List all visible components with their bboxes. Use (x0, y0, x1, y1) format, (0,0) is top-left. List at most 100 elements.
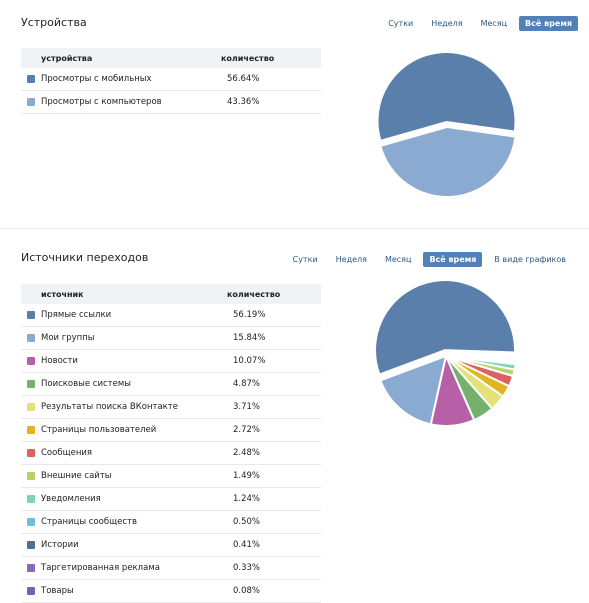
section-divider (0, 228, 589, 229)
devices-period-tabs: Сутки Неделя Месяц Всё время (376, 16, 578, 31)
pie-slice-просмотры-с-компьютеров (381, 128, 515, 196)
pie-slice-мои-группы (379, 354, 448, 426)
pie-slice-прямые-ссылки (374, 280, 517, 376)
row-label: Внешние сайты (41, 470, 112, 481)
legend-swatch (27, 448, 35, 457)
sources-period-tabs: Сутки Неделя Месяц Всё время В виде графиков (281, 252, 572, 267)
sources-pie-chart (374, 280, 517, 427)
legend-swatch (27, 517, 35, 526)
legend-swatch (27, 333, 35, 342)
row-label: Истории (41, 539, 79, 550)
table-row: Таргетированная реклама 0.33% (21, 556, 321, 580)
row-label: Мои группы (41, 332, 95, 343)
pie-slice-товары (445, 355, 517, 360)
row-label-cell: Просмотры с компьютеров (21, 90, 221, 114)
table-header-row: источник количество (21, 284, 321, 304)
table-row: Новости 10.07% (21, 349, 321, 373)
row-label: Просмотры с мобильных (41, 73, 152, 84)
row-label: Поисковые системы (41, 378, 131, 389)
row-value: 43.36% (221, 90, 321, 114)
row-label: Просмотры с компьютеров (41, 96, 162, 107)
pie-slice-просмотры-с-мобильных (378, 53, 515, 140)
row-value: 0.08% (227, 579, 321, 603)
devices-table: устройства количество Просмотры с мобиль… (21, 48, 321, 114)
period-tab-1[interactable]: Неделя (431, 19, 463, 28)
row-value: 2.72% (227, 418, 321, 442)
row-value: 10.07% (227, 349, 321, 373)
devices-title: Устройства (21, 16, 87, 29)
table-row: Страницы пользователей 2.72% (21, 418, 321, 442)
row-label: Товары (41, 585, 74, 596)
table-row: Просмотры с компьютеров 43.36% (21, 90, 321, 114)
row-label-cell: Истории (21, 533, 227, 557)
period-tab-1[interactable]: Неделя (335, 255, 367, 264)
row-label: Сообщения (41, 447, 93, 458)
row-label-cell: Товары (21, 579, 227, 603)
period-tab-2[interactable]: Месяц (480, 19, 508, 28)
row-label-cell: Страницы сообществ (21, 510, 227, 534)
row-value: 3.71% (227, 395, 321, 419)
row-label: Новости (41, 355, 78, 366)
sources-section: Источники переходов Сутки Неделя Месяц Всё … (0, 235, 589, 603)
row-value: 56.19% (227, 304, 321, 327)
table-row: Внешние сайты 1.49% (21, 464, 321, 488)
table-row: Сообщения 2.48% (21, 441, 321, 465)
table-row: Уведомления 1.24% (21, 487, 321, 511)
row-label-cell: Внешние сайты (21, 464, 227, 488)
row-label: Уведомления (41, 493, 101, 504)
table-row: Страницы сообществ 0.50% (21, 510, 321, 534)
column-header-count: количество (221, 48, 321, 68)
legend-swatch (27, 540, 35, 549)
legend-swatch (27, 494, 35, 503)
row-label-cell: Поисковые системы (21, 372, 227, 396)
row-value: 0.33% (227, 556, 321, 580)
period-tab-2[interactable]: Месяц (384, 255, 412, 264)
table-header-row: устройства количество (21, 48, 321, 68)
legend-swatch (27, 74, 35, 83)
column-header-device: устройства (21, 48, 221, 68)
table-row: Поисковые системы 4.87% (21, 372, 321, 396)
row-label-cell: Результаты поиска ВКонтакте (21, 395, 227, 419)
table-row: Товары 0.08% (21, 579, 321, 603)
table-row: Истории 0.41% (21, 533, 321, 557)
row-label-cell: Сообщения (21, 441, 227, 465)
table-row: Результаты поиска ВКонтакте 3.71% (21, 395, 321, 419)
legend-swatch (27, 402, 35, 411)
row-value: 56.64% (221, 68, 321, 91)
row-value: 0.41% (227, 533, 321, 557)
legend-swatch (27, 310, 35, 319)
row-label: Страницы пользователей (41, 424, 157, 435)
legend-swatch (27, 356, 35, 365)
row-value: 2.48% (227, 441, 321, 465)
period-tab-3[interactable]: Всё время (519, 16, 578, 31)
legend-swatch (27, 425, 35, 434)
legend-swatch (27, 586, 35, 595)
row-value: 15.84% (227, 326, 321, 350)
row-label-cell: Мои группы (21, 326, 227, 350)
row-label-cell: Новости (21, 349, 227, 373)
legend-swatch (27, 379, 35, 388)
row-value: 4.87% (227, 372, 321, 396)
legend-swatch (27, 563, 35, 572)
period-tab-0[interactable]: Сутки (292, 255, 318, 264)
row-label: Таргетированная реклама (41, 562, 160, 573)
table-row: Просмотры с мобильных 56.64% (21, 68, 321, 91)
period-tab-3[interactable]: Всё время (423, 252, 483, 267)
row-label-cell: Таргетированная реклама (21, 556, 227, 580)
row-value: 1.49% (227, 464, 321, 488)
row-label-cell: Уведомления (21, 487, 227, 511)
sources-table: источник количество Прямые ссылки 56.19% М… (21, 284, 321, 603)
row-label: Прямые ссылки (41, 309, 112, 320)
legend-swatch (27, 97, 35, 106)
table-row: Мои группы 15.84% (21, 326, 321, 350)
row-label: Страницы сообществ (41, 516, 137, 527)
table-row: Прямые ссылки 56.19% (21, 304, 321, 327)
row-label-cell: Прямые ссылки (21, 304, 227, 327)
row-label: Результаты поиска ВКонтакте (41, 401, 178, 412)
row-label-cell: Страницы пользователей (21, 418, 227, 442)
column-header-count: количество (227, 284, 321, 304)
period-tab-4[interactable]: В виде графиков (494, 255, 566, 264)
row-label-cell: Просмотры с мобильных (21, 68, 221, 91)
devices-section: Устройства Сутки Неделя Месяц Всё время уст… (0, 0, 589, 228)
period-tab-0[interactable]: Сутки (388, 19, 414, 28)
